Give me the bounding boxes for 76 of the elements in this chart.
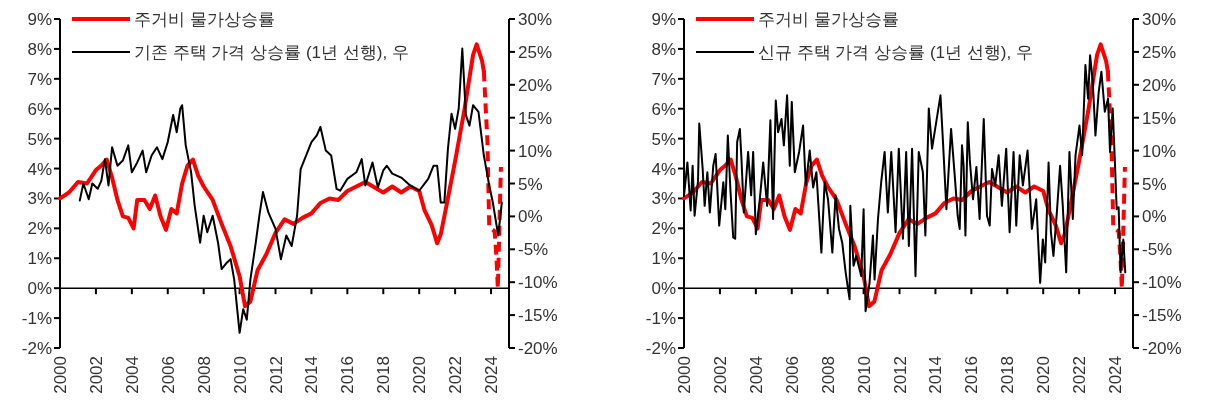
y2-tick-label: 15% (1142, 108, 1177, 128)
y-tick-label: 0% (651, 279, 676, 299)
y-tick-label: 0% (27, 279, 52, 299)
y-tick-label: -1% (645, 309, 676, 329)
y-tick-label: 9% (27, 10, 52, 29)
x-tick-label: 2006 (782, 356, 802, 394)
y-tick-label: 6% (27, 99, 52, 119)
legend-label: 신규 주택 가격 상승률 (1년 선행), 우 (758, 43, 1033, 62)
y-tick-label: 7% (27, 69, 52, 89)
y-tick-label: 5% (27, 129, 52, 149)
y-tick-label: 1% (27, 249, 52, 269)
y-tick-label: 3% (651, 189, 676, 209)
y2-tick-label: 25% (518, 42, 553, 62)
y2-tick-label: -20% (518, 339, 558, 358)
y2-tick-label: 30% (1142, 10, 1177, 29)
y-tick-label: 3% (27, 189, 52, 209)
y2-tick-label: -5% (518, 240, 549, 260)
x-tick-label: 2012 (266, 356, 286, 394)
y2-tick-label: 30% (518, 10, 553, 29)
x-tick-label: 2022 (446, 356, 466, 394)
x-tick-label: 2018 (374, 356, 394, 394)
x-tick-label: 2002 (710, 356, 730, 394)
y2-tick-label: -20% (1142, 339, 1182, 358)
y-tick-label: 2% (27, 219, 52, 239)
x-tick-label: 2022 (1070, 356, 1090, 394)
x-tick-label: 2014 (926, 356, 946, 394)
y2-tick-label: 15% (518, 108, 553, 128)
y-tick-label: 1% (651, 249, 676, 269)
legend-label: 주거비 물가상승률 (758, 10, 899, 29)
x-tick-label: 2002 (86, 356, 106, 394)
x-tick-label: 2016 (962, 356, 982, 394)
x-tick-label: 2010 (854, 356, 874, 394)
y2-tick-label: 20% (1142, 75, 1177, 95)
x-tick-label: 2018 (998, 356, 1018, 394)
x-tick-label: 2024 (482, 356, 502, 394)
y2-tick-label: 25% (1142, 42, 1177, 62)
x-tick-label: 2008 (818, 356, 838, 394)
y-tick-label: 9% (651, 10, 676, 29)
y2-tick-label: -15% (518, 306, 558, 326)
x-tick-label: 2024 (1106, 356, 1126, 394)
x-tick-label: 2010 (230, 356, 250, 394)
y-tick-label: 4% (27, 159, 52, 179)
legend-label: 기존 주택 가격 상승률 (1년 선행), 우 (134, 43, 409, 62)
y2-tick-label: 10% (518, 141, 553, 161)
x-tick-label: 2016 (338, 356, 358, 394)
x-tick-label: 2000 (51, 356, 70, 394)
y-tick-label: 8% (651, 39, 676, 59)
x-tick-label: 2020 (1034, 356, 1054, 394)
x-tick-label: 2014 (302, 356, 322, 394)
y2-tick-label: 0% (1142, 207, 1167, 227)
y-tick-label: 5% (651, 129, 676, 149)
y-tick-label: 2% (651, 219, 676, 239)
y2-tick-label: 5% (1142, 174, 1167, 194)
y-tick-label: 6% (651, 99, 676, 119)
y-tick-label: -2% (645, 339, 676, 358)
y2-tick-label: -10% (518, 273, 558, 293)
x-tick-label: 2012 (890, 356, 910, 394)
x-tick-label: 2008 (194, 356, 214, 394)
x-tick-label: 2004 (122, 356, 142, 394)
x-tick-label: 2004 (746, 356, 766, 394)
y2-tick-label: 5% (518, 174, 543, 194)
y2-tick-label: -10% (1142, 273, 1182, 293)
y2-tick-label: 10% (1142, 141, 1177, 161)
y-tick-label: 4% (651, 159, 676, 179)
x-tick-label: 2000 (675, 356, 694, 394)
y2-tick-label: 0% (518, 207, 543, 227)
y2-tick-label: -15% (1142, 306, 1182, 326)
x-tick-label: 2006 (158, 356, 178, 394)
y-tick-label: -2% (21, 339, 52, 358)
y2-tick-label: -5% (1142, 240, 1173, 260)
y-tick-label: 7% (651, 69, 676, 89)
x-tick-label: 2020 (410, 356, 430, 394)
y-tick-label: -1% (21, 309, 52, 329)
y2-tick-label: 20% (518, 75, 553, 95)
legend-label: 주거비 물가상승률 (134, 10, 275, 29)
y-tick-label: 8% (27, 39, 52, 59)
